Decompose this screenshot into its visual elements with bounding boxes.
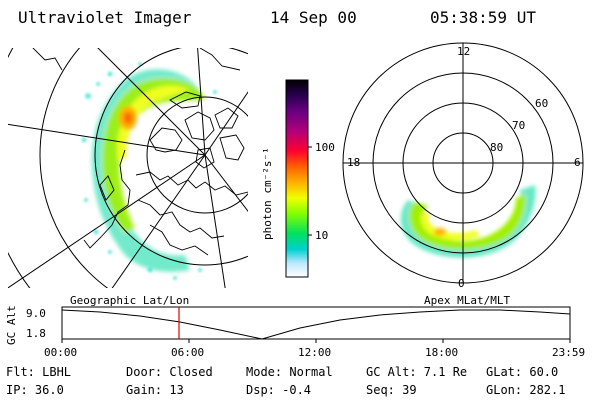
x-tick-1800: 18:00 — [425, 346, 459, 359]
geographic-map — [8, 48, 248, 288]
latitude-circles — [8, 48, 248, 288]
mlt-dial — [342, 42, 584, 284]
info-flt: Flt: LBHL — [6, 365, 72, 379]
info-dsp: Dsp: -0.4 — [246, 383, 312, 397]
aurora-oval-left — [92, 69, 205, 272]
mlat-label-80: 80 — [490, 141, 504, 154]
info-glat: GLat: 60.0 — [486, 365, 559, 379]
colorbar-tick-10: 10 — [315, 229, 329, 242]
x-tick-0600: 06:00 — [171, 346, 205, 359]
x-tick-0000: 00:00 — [44, 346, 78, 359]
coastlines — [32, 48, 248, 256]
x-tick-1200: 12:00 — [298, 346, 332, 359]
mlt-label-top: 12 — [457, 45, 471, 58]
x-tick-marks — [61, 339, 571, 343]
altitude-plot — [61, 306, 571, 343]
mlt-label-bottom: 0 — [458, 277, 465, 290]
info-gc-alt: GC Alt: 7.1 Re — [366, 365, 468, 379]
mlt-axes — [343, 43, 583, 283]
aurora-oval-right — [400, 185, 536, 258]
instrument-title: Ultraviolet Imager — [18, 8, 192, 27]
altitude-plot-frame — [61, 306, 571, 340]
altitude-y-tick-low: 1.8 — [26, 327, 46, 340]
altitude-curve — [61, 309, 571, 340]
colorbar — [285, 79, 312, 278]
left-map-caption: Geographic Lat/Lon — [70, 294, 190, 307]
info-mode: Mode: Normal — [246, 365, 333, 379]
colorbar-tick-100: 100 — [315, 141, 335, 154]
colorbar-unit-label: photon cm⁻²s⁻¹ — [261, 147, 274, 240]
info-glon: GLon: 282.1 — [486, 383, 566, 397]
time-label: 05:38:59 UT — [430, 8, 536, 27]
info-door: Door: Closed — [126, 365, 213, 379]
info-gain: Gain: 13 — [126, 383, 184, 397]
info-ip: IP: 36.0 — [6, 383, 64, 397]
mlt-label-left: 18 — [347, 156, 361, 169]
x-tick-2359: 23:59 — [552, 346, 586, 359]
colorbar-gradient — [285, 79, 309, 278]
altitude-y-tick-high: 9.0 — [26, 307, 46, 320]
date-label: 14 Sep 00 — [270, 8, 357, 27]
mlat-label-60: 60 — [535, 97, 549, 110]
altitude-axis-title: GC Alt — [5, 305, 18, 345]
mlat-label-70: 70 — [512, 119, 526, 132]
right-dial-caption: Apex MLat/MLT — [424, 294, 511, 307]
mlt-label-right: 6 — [574, 156, 581, 169]
info-seq: Seq: 39 — [366, 383, 417, 397]
aurora-speckles-left — [81, 62, 217, 280]
